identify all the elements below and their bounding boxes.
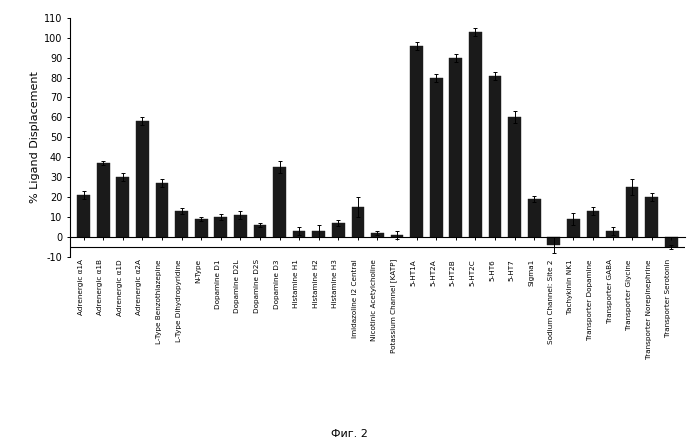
Y-axis label: % Ligand Displacement: % Ligand Displacement xyxy=(30,71,40,203)
Bar xyxy=(293,231,305,237)
Bar xyxy=(547,237,560,245)
Text: L-Type Dihydropyridine: L-Type Dihydropyridine xyxy=(175,259,182,342)
Text: Adrenergic α1D: Adrenergic α1D xyxy=(117,259,123,316)
Text: Histamine H2: Histamine H2 xyxy=(312,259,319,308)
Text: Dopamine D2L: Dopamine D2L xyxy=(234,259,240,313)
Text: Imidazoline I2 Central: Imidazoline I2 Central xyxy=(352,259,358,338)
Bar xyxy=(195,219,208,237)
Bar xyxy=(332,223,345,237)
Bar xyxy=(312,231,325,237)
Text: Dopamine D1: Dopamine D1 xyxy=(215,259,221,309)
Bar xyxy=(410,46,423,237)
Bar xyxy=(606,231,619,237)
Text: Sigma1: Sigma1 xyxy=(528,259,534,287)
Bar xyxy=(626,187,638,237)
Text: 5-HT2B: 5-HT2B xyxy=(450,259,456,286)
Text: L-Type Benzothiazepine: L-Type Benzothiazepine xyxy=(156,259,162,344)
Text: Transporter Glycine: Transporter Glycine xyxy=(626,259,632,330)
Text: Nicotinic Acetylcholine: Nicotinic Acetylcholine xyxy=(371,259,377,341)
Text: Adrenergic α1B: Adrenergic α1B xyxy=(97,259,103,315)
Text: Dopamine D3: Dopamine D3 xyxy=(273,259,280,309)
Bar xyxy=(156,183,168,237)
Bar xyxy=(117,177,129,237)
Bar xyxy=(371,233,384,237)
Text: Adrenergic α1A: Adrenergic α1A xyxy=(78,259,84,315)
Bar xyxy=(430,78,442,237)
Bar xyxy=(136,121,149,237)
Text: Transporter Norepinephrine: Transporter Norepinephrine xyxy=(646,259,651,359)
Text: Potassium Channel [KATP]: Potassium Channel [KATP] xyxy=(390,259,397,354)
Bar xyxy=(215,217,227,237)
Text: Adrenergic α2A: Adrenergic α2A xyxy=(136,259,143,315)
Text: 5-HT6: 5-HT6 xyxy=(489,259,495,281)
Text: 5-HT7: 5-HT7 xyxy=(509,259,514,281)
Text: Фиг. 2: Фиг. 2 xyxy=(331,428,368,439)
Bar xyxy=(391,235,403,237)
Bar xyxy=(254,225,266,237)
Bar xyxy=(175,211,188,237)
Text: 5-HT1A: 5-HT1A xyxy=(410,259,417,286)
Text: Transporter Dopamine: Transporter Dopamine xyxy=(587,259,593,340)
Text: Transporter Serotonin: Transporter Serotonin xyxy=(665,259,671,337)
Bar xyxy=(528,199,540,237)
Text: Histamine H3: Histamine H3 xyxy=(332,259,338,308)
Text: Tachykinin NK1: Tachykinin NK1 xyxy=(568,259,573,314)
Bar xyxy=(449,58,462,237)
Text: Dopamine D2S: Dopamine D2S xyxy=(254,259,260,313)
Text: 5-HT2A: 5-HT2A xyxy=(430,259,436,286)
Text: 5-HT2C: 5-HT2C xyxy=(470,259,475,286)
Text: Histamine H1: Histamine H1 xyxy=(293,259,299,308)
Bar xyxy=(469,32,482,237)
Bar xyxy=(234,215,247,237)
Bar xyxy=(489,76,501,237)
Text: Transporter GABA: Transporter GABA xyxy=(607,259,612,323)
Bar xyxy=(586,211,599,237)
Bar xyxy=(352,207,364,237)
Bar xyxy=(508,117,521,237)
Bar xyxy=(273,167,286,237)
Bar xyxy=(97,163,110,237)
Bar xyxy=(665,237,677,247)
Bar xyxy=(567,219,579,237)
Text: Sodium Channel: Site 2: Sodium Channel: Site 2 xyxy=(548,259,554,344)
Text: N-Type: N-Type xyxy=(195,259,201,283)
Bar xyxy=(78,195,90,237)
Bar xyxy=(645,197,658,237)
